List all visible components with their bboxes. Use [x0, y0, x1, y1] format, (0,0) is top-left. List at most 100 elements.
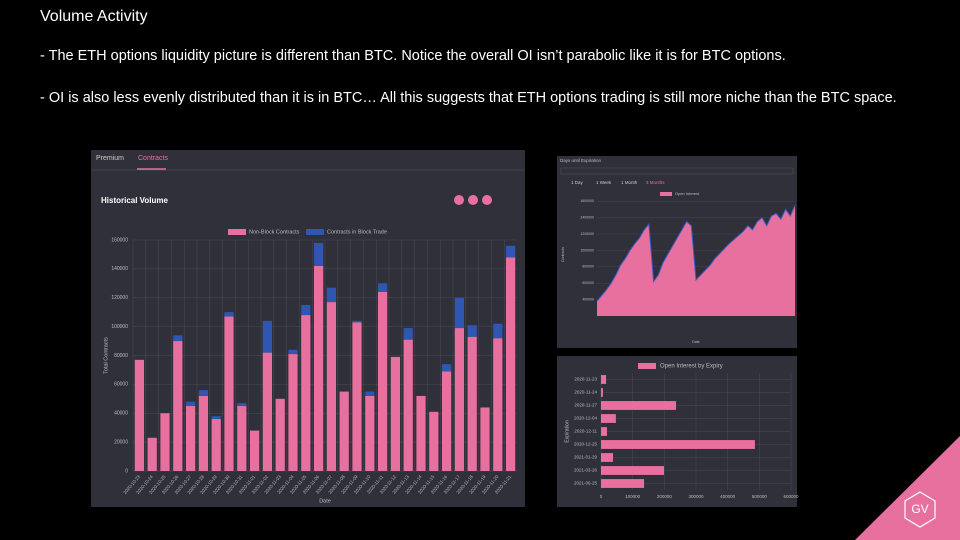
y-tick-label: 140000: [111, 266, 128, 272]
x-tick-label: 400000: [720, 494, 736, 499]
bar: [313, 242, 324, 266]
bar: [224, 312, 234, 317]
logo: GV: [911, 502, 928, 516]
bar: [237, 406, 247, 471]
y-tick-label: 2021-01-29: [574, 455, 598, 460]
x-tick-label: 300000: [688, 494, 704, 499]
bar: [601, 388, 603, 397]
x-tick-label: 200000: [657, 494, 673, 499]
x-tick-label: 500000: [752, 494, 768, 499]
chart-title: Days until Expiration: [560, 158, 602, 163]
tab: Premium: [96, 155, 124, 162]
bar: [505, 257, 516, 471]
bar: [275, 398, 285, 471]
bar: [601, 401, 677, 410]
y-tick-label: 80000: [114, 353, 128, 359]
bar: [601, 375, 607, 384]
y-tick-label: 800000: [582, 265, 594, 269]
slide-title: Volume Activity: [40, 8, 148, 25]
bar: [365, 395, 375, 471]
y-tick-label: 2020-11-23: [574, 377, 597, 382]
bar: [403, 339, 413, 471]
bar: [211, 416, 221, 420]
bar: [377, 283, 388, 292]
bar: [352, 320, 362, 323]
bar: [326, 302, 337, 471]
chart-title: Historical Volume: [101, 196, 169, 205]
y-tick-label: 0: [125, 468, 128, 474]
bar: [352, 322, 362, 471]
bar: [262, 352, 273, 471]
icon[interactable]: [482, 195, 492, 205]
bar: [390, 356, 401, 471]
bar: [365, 391, 375, 396]
bar: [454, 297, 465, 329]
bar: [224, 316, 234, 471]
y-tick-label: 2020-11-24: [574, 390, 597, 395]
x-tick-label: 600000: [783, 494, 799, 499]
y-tick-label: 1200000: [580, 232, 594, 236]
logo-triangle: [855, 436, 960, 540]
bar: [288, 349, 298, 355]
bar: [237, 403, 247, 407]
y-tick-label: 160000: [111, 237, 128, 243]
y-tick-label: 20000: [114, 439, 128, 445]
y-tick-label: 2020-12-25: [574, 442, 598, 447]
legend-swatch: [306, 229, 324, 235]
legend-swatch: [660, 192, 672, 196]
bar: [211, 419, 221, 471]
tab: 1 Month: [621, 180, 638, 185]
y-tick-label: 400000: [582, 298, 594, 302]
y-tick-label: 2021-03-26: [574, 468, 598, 473]
logo-hexagon: [904, 491, 936, 528]
y-tick-label: 40000: [114, 411, 128, 417]
y-axis-label: Expiration: [564, 420, 570, 442]
y-tick-label: 120000: [111, 295, 128, 301]
bar: [262, 320, 273, 353]
y-tick-label: 2020-11-27: [574, 403, 597, 408]
slide-text: Volume Activity - The ETH options liquid…: [40, 6, 930, 130]
x-axis-label: Date: [692, 340, 699, 344]
bullet: - The ETH options liquidity picture is d…: [40, 48, 786, 64]
bar: [601, 427, 608, 436]
bar: [467, 325, 477, 337]
icon[interactable]: [454, 195, 464, 205]
area-edge: [596, 205, 796, 302]
bar: [601, 479, 645, 488]
y-tick-label: 100000: [111, 324, 128, 330]
bar: [505, 245, 516, 258]
icon[interactable]: [468, 195, 478, 205]
bar: [185, 401, 196, 407]
bar: [288, 354, 298, 471]
bar: [493, 338, 503, 471]
x-tick-label: 100000: [625, 494, 641, 499]
bar: [134, 359, 145, 471]
bar: [313, 265, 324, 471]
legend-swatch: [228, 229, 246, 235]
bar: [493, 323, 503, 339]
tab-frame: [560, 167, 794, 175]
tab: 1 Day: [571, 180, 584, 185]
bar: [601, 466, 665, 475]
bar: [441, 364, 452, 372]
y-tick-label: 1400000: [580, 216, 594, 220]
bar: [326, 287, 337, 303]
bar: [185, 406, 196, 471]
y-tick-label: 2020-12-11: [574, 429, 597, 434]
bar: [429, 411, 439, 471]
y-tick-label: 1000000: [580, 248, 594, 252]
bar: [173, 335, 183, 342]
y-tick-label: 600000: [582, 281, 594, 285]
bar: [403, 328, 413, 340]
area: [597, 205, 795, 316]
bar: [339, 391, 349, 471]
tab: Contracts: [138, 155, 168, 162]
bar: [198, 390, 209, 396]
bar: [601, 414, 616, 423]
bullet: - OI is also less evenly distributed tha…: [40, 90, 897, 106]
bar: [377, 291, 388, 471]
bar: [198, 395, 209, 471]
bar: [173, 341, 183, 471]
